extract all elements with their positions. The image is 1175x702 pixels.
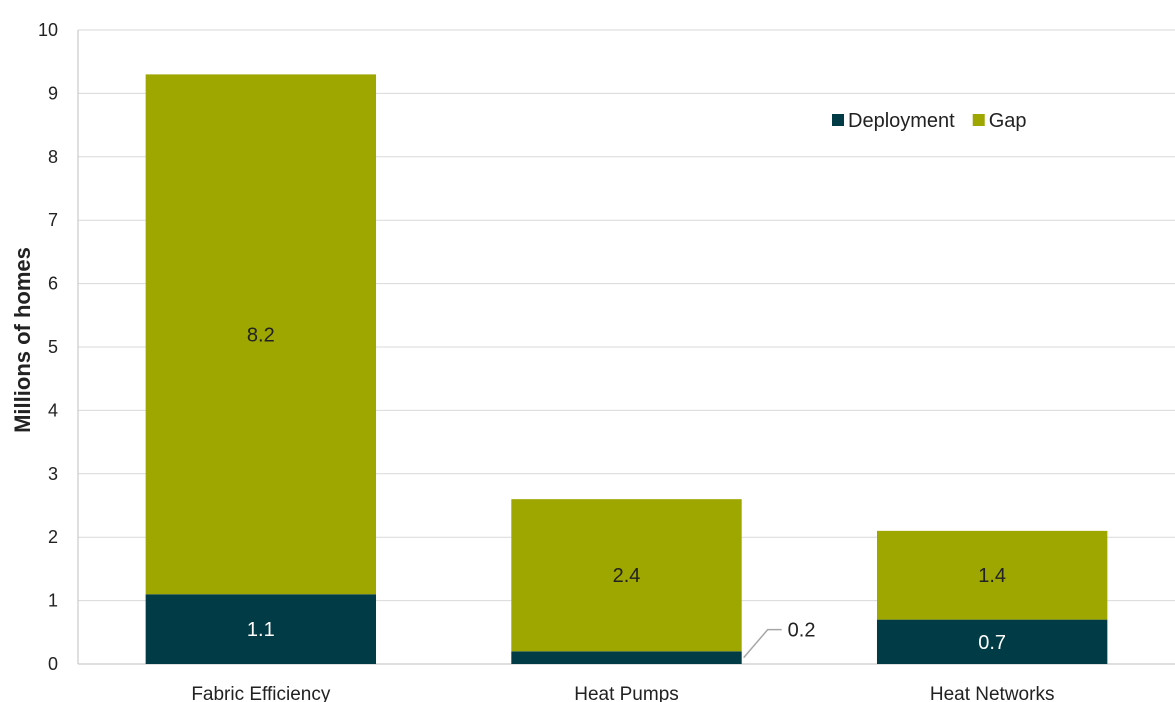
data-label: 1.1	[247, 619, 275, 641]
y-tick-label: 5	[48, 337, 58, 357]
x-tick-label: Heat Pumps	[574, 684, 679, 702]
y-tick-label: 7	[48, 210, 58, 230]
legend-swatch	[832, 114, 844, 126]
y-tick-label: 1	[48, 591, 58, 611]
y-tick-label: 9	[48, 83, 58, 103]
legend-swatch	[973, 114, 985, 126]
legend-entry: Deployment	[848, 110, 955, 132]
data-label: 0.7	[978, 632, 1006, 654]
y-tick-label: 2	[48, 527, 58, 547]
data-label: 2.4	[613, 565, 641, 587]
data-label: 1.4	[978, 565, 1006, 587]
x-tick-label: Heat Networks	[930, 684, 1055, 702]
leader-line	[744, 630, 782, 658]
y-tick-label: 3	[48, 464, 58, 484]
y-tick-label: 4	[48, 400, 58, 420]
legend: Deployment Gap	[832, 110, 1027, 132]
bar-deployment-heat-pumps	[511, 651, 741, 664]
y-axis-title: Millions of homes	[10, 247, 35, 433]
y-tick-label: 10	[38, 20, 58, 40]
data-label: 0.2	[788, 620, 816, 642]
data-label: 8.2	[247, 324, 275, 346]
x-tick-label: Fabric Efficiency	[191, 684, 331, 702]
y-tick-label: 0	[48, 654, 58, 674]
legend-entry: Gap	[989, 110, 1027, 132]
y-tick-label: 8	[48, 147, 58, 167]
y-tick-label: 6	[48, 274, 58, 294]
